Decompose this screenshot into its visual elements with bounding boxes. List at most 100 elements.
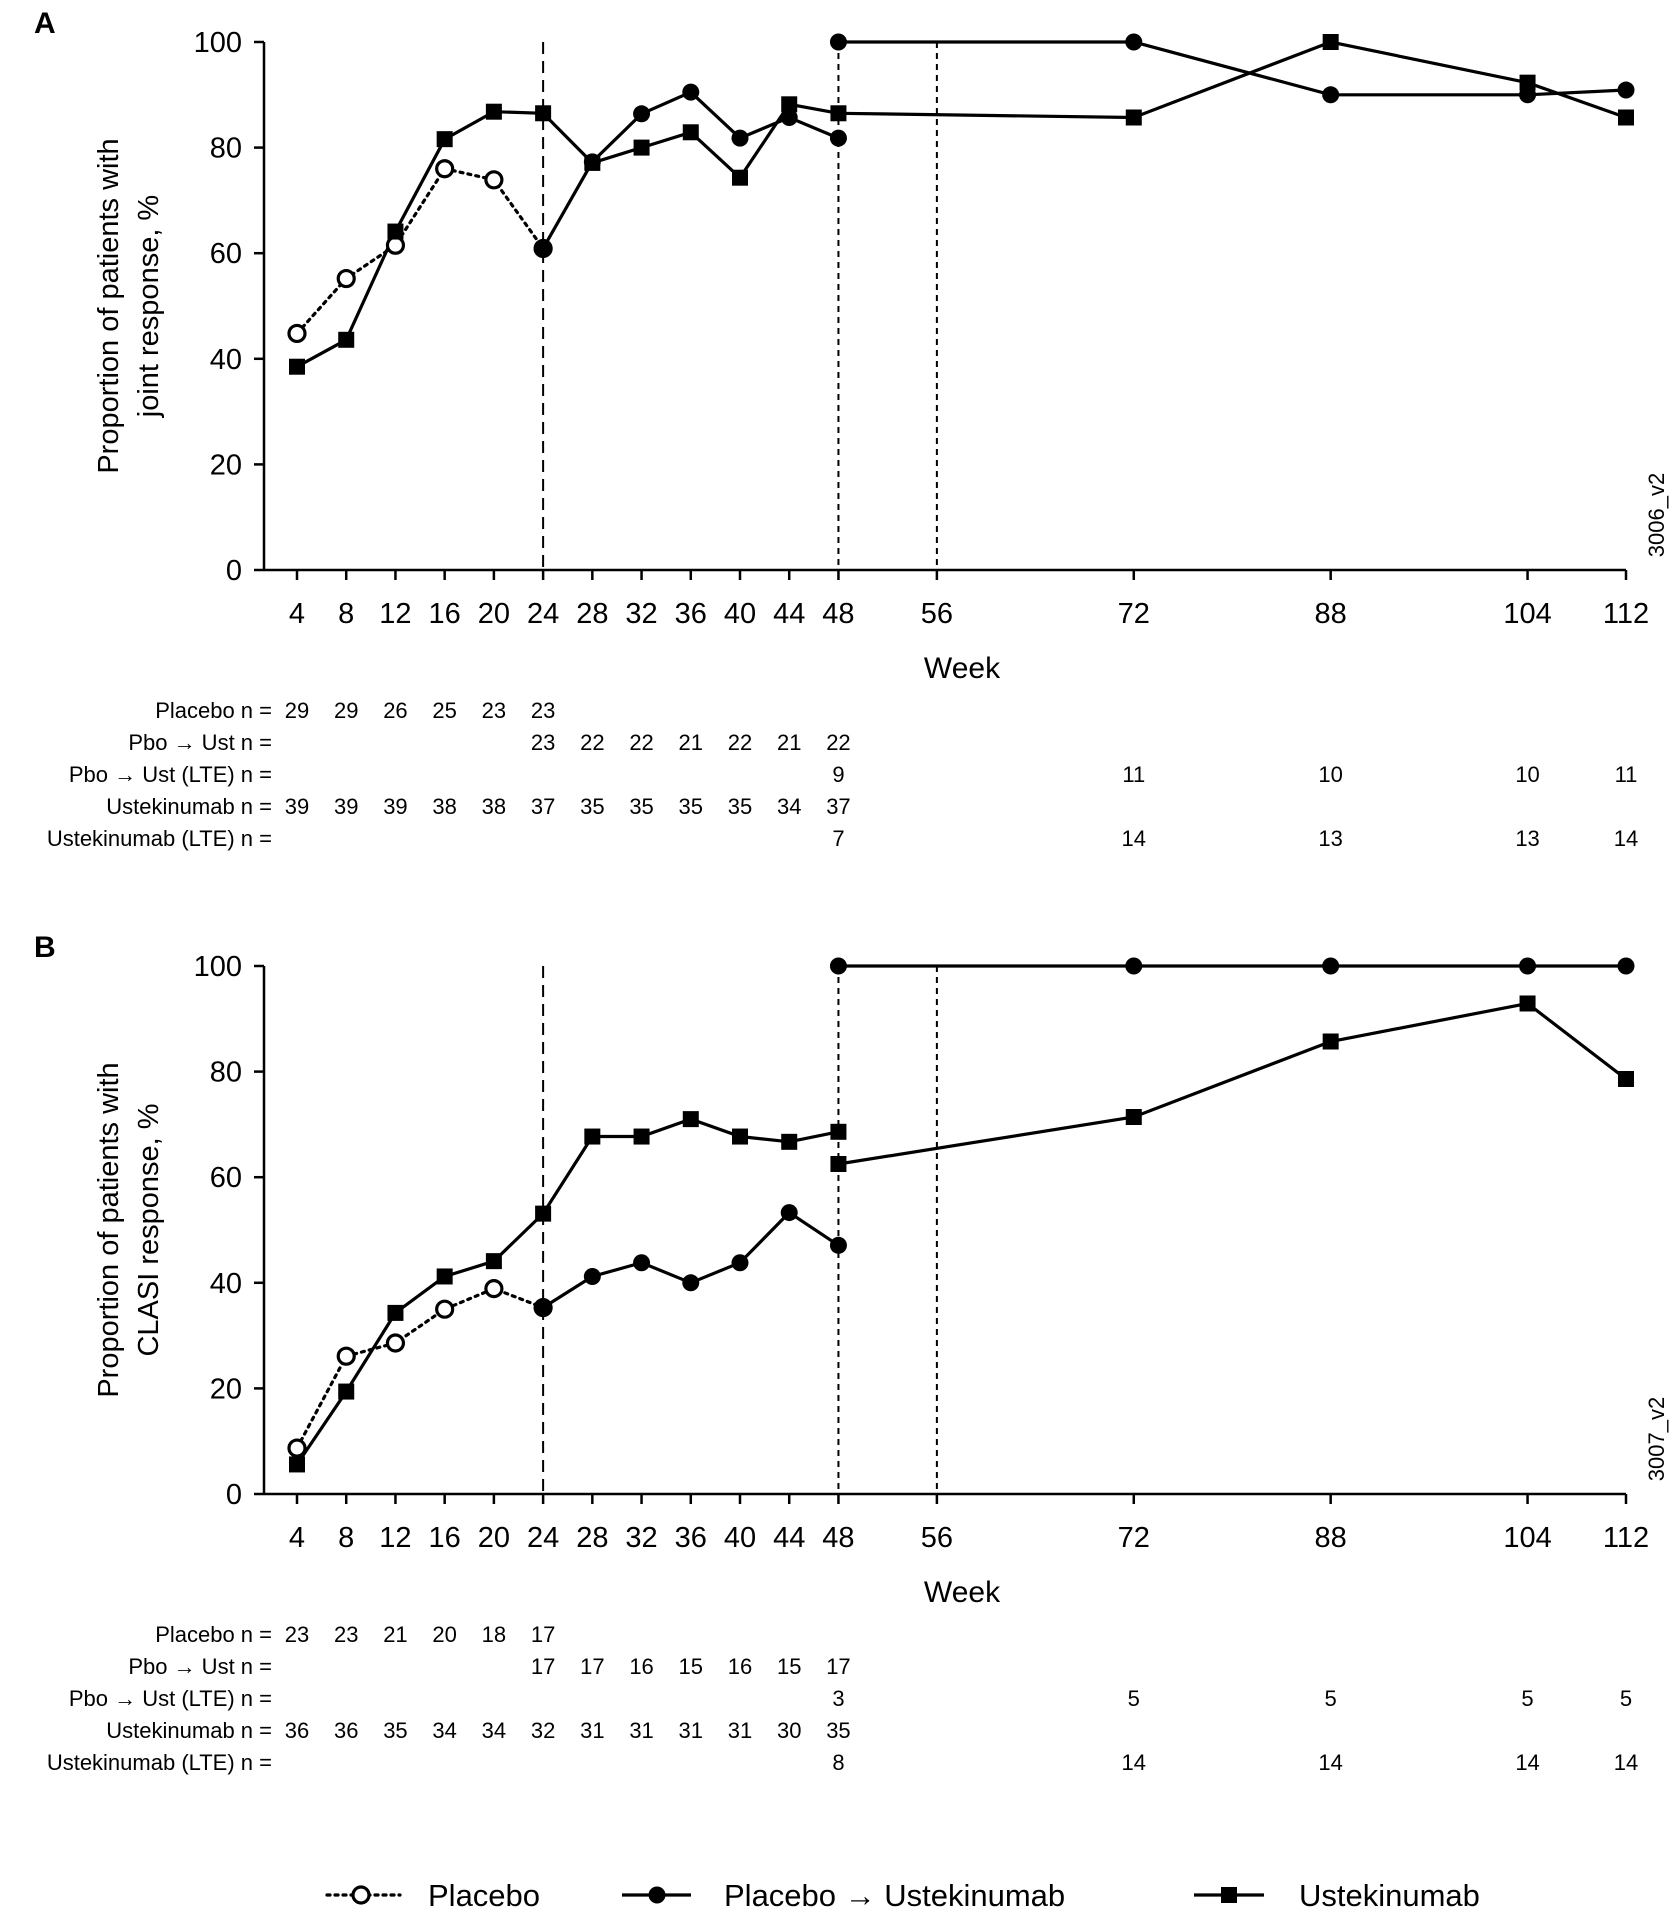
data-point-PboUst — [780, 1204, 798, 1222]
data-point-Placebo — [287, 323, 307, 344]
n-table-value: 8 — [832, 1750, 844, 1775]
data-point-Ust — [1618, 1070, 1634, 1087]
n-table-value: 16 — [629, 1654, 653, 1679]
data-point-Ust — [436, 131, 453, 148]
n-table-value: 22 — [629, 730, 653, 755]
x-axis-label: Week — [924, 652, 1001, 685]
x-tick-label: 12 — [379, 1522, 411, 1554]
n-table-value: 5 — [1325, 1686, 1337, 1711]
figure-code: 3007_v2 — [1644, 1397, 1669, 1481]
data-point-PboUst — [1322, 86, 1340, 104]
legend-item-PboUst: Placebo → Ustekinumab — [622, 1878, 1065, 1913]
x-tick-label: 4 — [289, 598, 305, 630]
x-tick-label: 88 — [1315, 598, 1347, 630]
series-line-Placebo — [295, 1286, 545, 1450]
y-tick-label: 0 — [226, 1479, 242, 1511]
data-point-Placebo — [435, 159, 455, 179]
data-point-PboUst — [1125, 957, 1143, 975]
data-point-PboUst — [583, 1267, 601, 1285]
n-table-value: 21 — [777, 730, 801, 755]
n-table-value: 35 — [826, 1718, 850, 1743]
n-table-row-label: Pbo → Ust (LTE) n = — [69, 1686, 272, 1711]
n-table-value: 5 — [1521, 1686, 1533, 1711]
series-line-Placebo — [295, 166, 545, 336]
y-tick-label: 20 — [210, 1373, 242, 1405]
data-point-Ust — [485, 103, 502, 120]
legend-label: Placebo — [428, 1878, 540, 1913]
n-table-value: 34 — [432, 1718, 456, 1743]
y-tick-label: 80 — [210, 133, 242, 165]
x-tick-label: 44 — [773, 1522, 805, 1554]
n-table-value: 18 — [482, 1622, 506, 1647]
n-table-value: 22 — [826, 730, 850, 755]
data-point-Ust — [1519, 74, 1536, 91]
data-point-Placebo — [336, 268, 356, 289]
data-point-Ust — [338, 1383, 355, 1400]
n-table-row-label: Pbo → Ust n = — [128, 730, 272, 755]
n-table-value: 10 — [1515, 762, 1539, 787]
n-table-value: 21 — [679, 730, 703, 755]
n-table-row-label: Ustekinumab (LTE) n = — [47, 1750, 272, 1775]
y-tick-label: 100 — [194, 27, 242, 59]
n-table-row-label: Ustekinumab n = — [106, 794, 272, 819]
x-tick-label: 112 — [1603, 598, 1649, 630]
data-point-Ust — [1125, 1109, 1142, 1126]
y-tick-label: 20 — [210, 449, 242, 481]
n-table-value: 38 — [482, 794, 506, 819]
data-point-Ust — [830, 1123, 847, 1140]
n-table-value: 20 — [432, 1622, 456, 1647]
n-table-value: 37 — [531, 794, 555, 819]
x-tick-label: 28 — [576, 1522, 608, 1554]
x-tick-label: 40 — [724, 598, 756, 630]
data-point-PboUst — [682, 83, 700, 101]
n-table-value: 34 — [777, 794, 801, 819]
n-table-value: 23 — [334, 1622, 358, 1647]
n-table-value: 37 — [826, 794, 850, 819]
series-line-Ust — [295, 1117, 839, 1466]
x-tick-label: 20 — [478, 1522, 510, 1554]
y-axis-label: joint response, % — [133, 195, 165, 418]
series-line-Ust — [838, 1001, 1627, 1166]
n-table-value: 11 — [1122, 762, 1145, 787]
data-point-Placebo — [385, 1333, 406, 1353]
n-table-value: 36 — [334, 1718, 358, 1743]
n-table-value: 39 — [383, 794, 407, 819]
legend-label: Ustekinumab — [1299, 1878, 1480, 1913]
data-point-Placebo — [484, 1279, 504, 1299]
n-table-value: 10 — [1318, 762, 1342, 787]
data-point-PboUst — [780, 109, 798, 127]
data-point-Ust — [732, 1128, 748, 1145]
legend-label: Placebo → Ustekinumab — [724, 1878, 1065, 1913]
n-table-row-label: Placebo n = — [155, 698, 272, 723]
data-point-PboUst — [682, 1274, 700, 1292]
n-table-value: 29 — [285, 698, 309, 723]
n-table-value: 26 — [383, 698, 407, 723]
n-table-value: 23 — [531, 730, 555, 755]
x-tick-label: 20 — [478, 598, 510, 630]
data-point-Ust — [732, 169, 748, 186]
n-table-value: 25 — [432, 698, 456, 723]
y-axis-label: Proportion of patients with — [93, 1062, 125, 1397]
data-point-Ust — [535, 1205, 552, 1222]
x-tick-label: 56 — [921, 598, 953, 630]
data-point-Placebo — [484, 170, 504, 190]
n-table-value: 11 — [1615, 762, 1638, 787]
data-point-Ust — [1125, 109, 1142, 126]
data-point-Ust — [682, 124, 699, 141]
x-tick-label: 56 — [921, 1522, 953, 1554]
x-tick-label: 104 — [1503, 598, 1551, 630]
legend-marker — [351, 1885, 371, 1905]
data-point-PboUst — [1125, 33, 1143, 51]
data-point-Ust — [830, 1156, 847, 1172]
n-table-row-label: Ustekinumab (LTE) n = — [47, 826, 272, 851]
data-point-Ust — [781, 96, 798, 113]
data-point-PboUst — [829, 33, 847, 51]
panel-b: B Proportion of patients with CLASI respon… — [34, 931, 1669, 1775]
x-tick-label: 12 — [379, 598, 411, 630]
x-tick-label: 48 — [822, 598, 854, 630]
data-point-PboUst — [731, 1254, 749, 1272]
n-table-value: 35 — [679, 794, 703, 819]
n-table-value: 17 — [580, 1654, 604, 1679]
data-point-Ust — [387, 1304, 404, 1321]
